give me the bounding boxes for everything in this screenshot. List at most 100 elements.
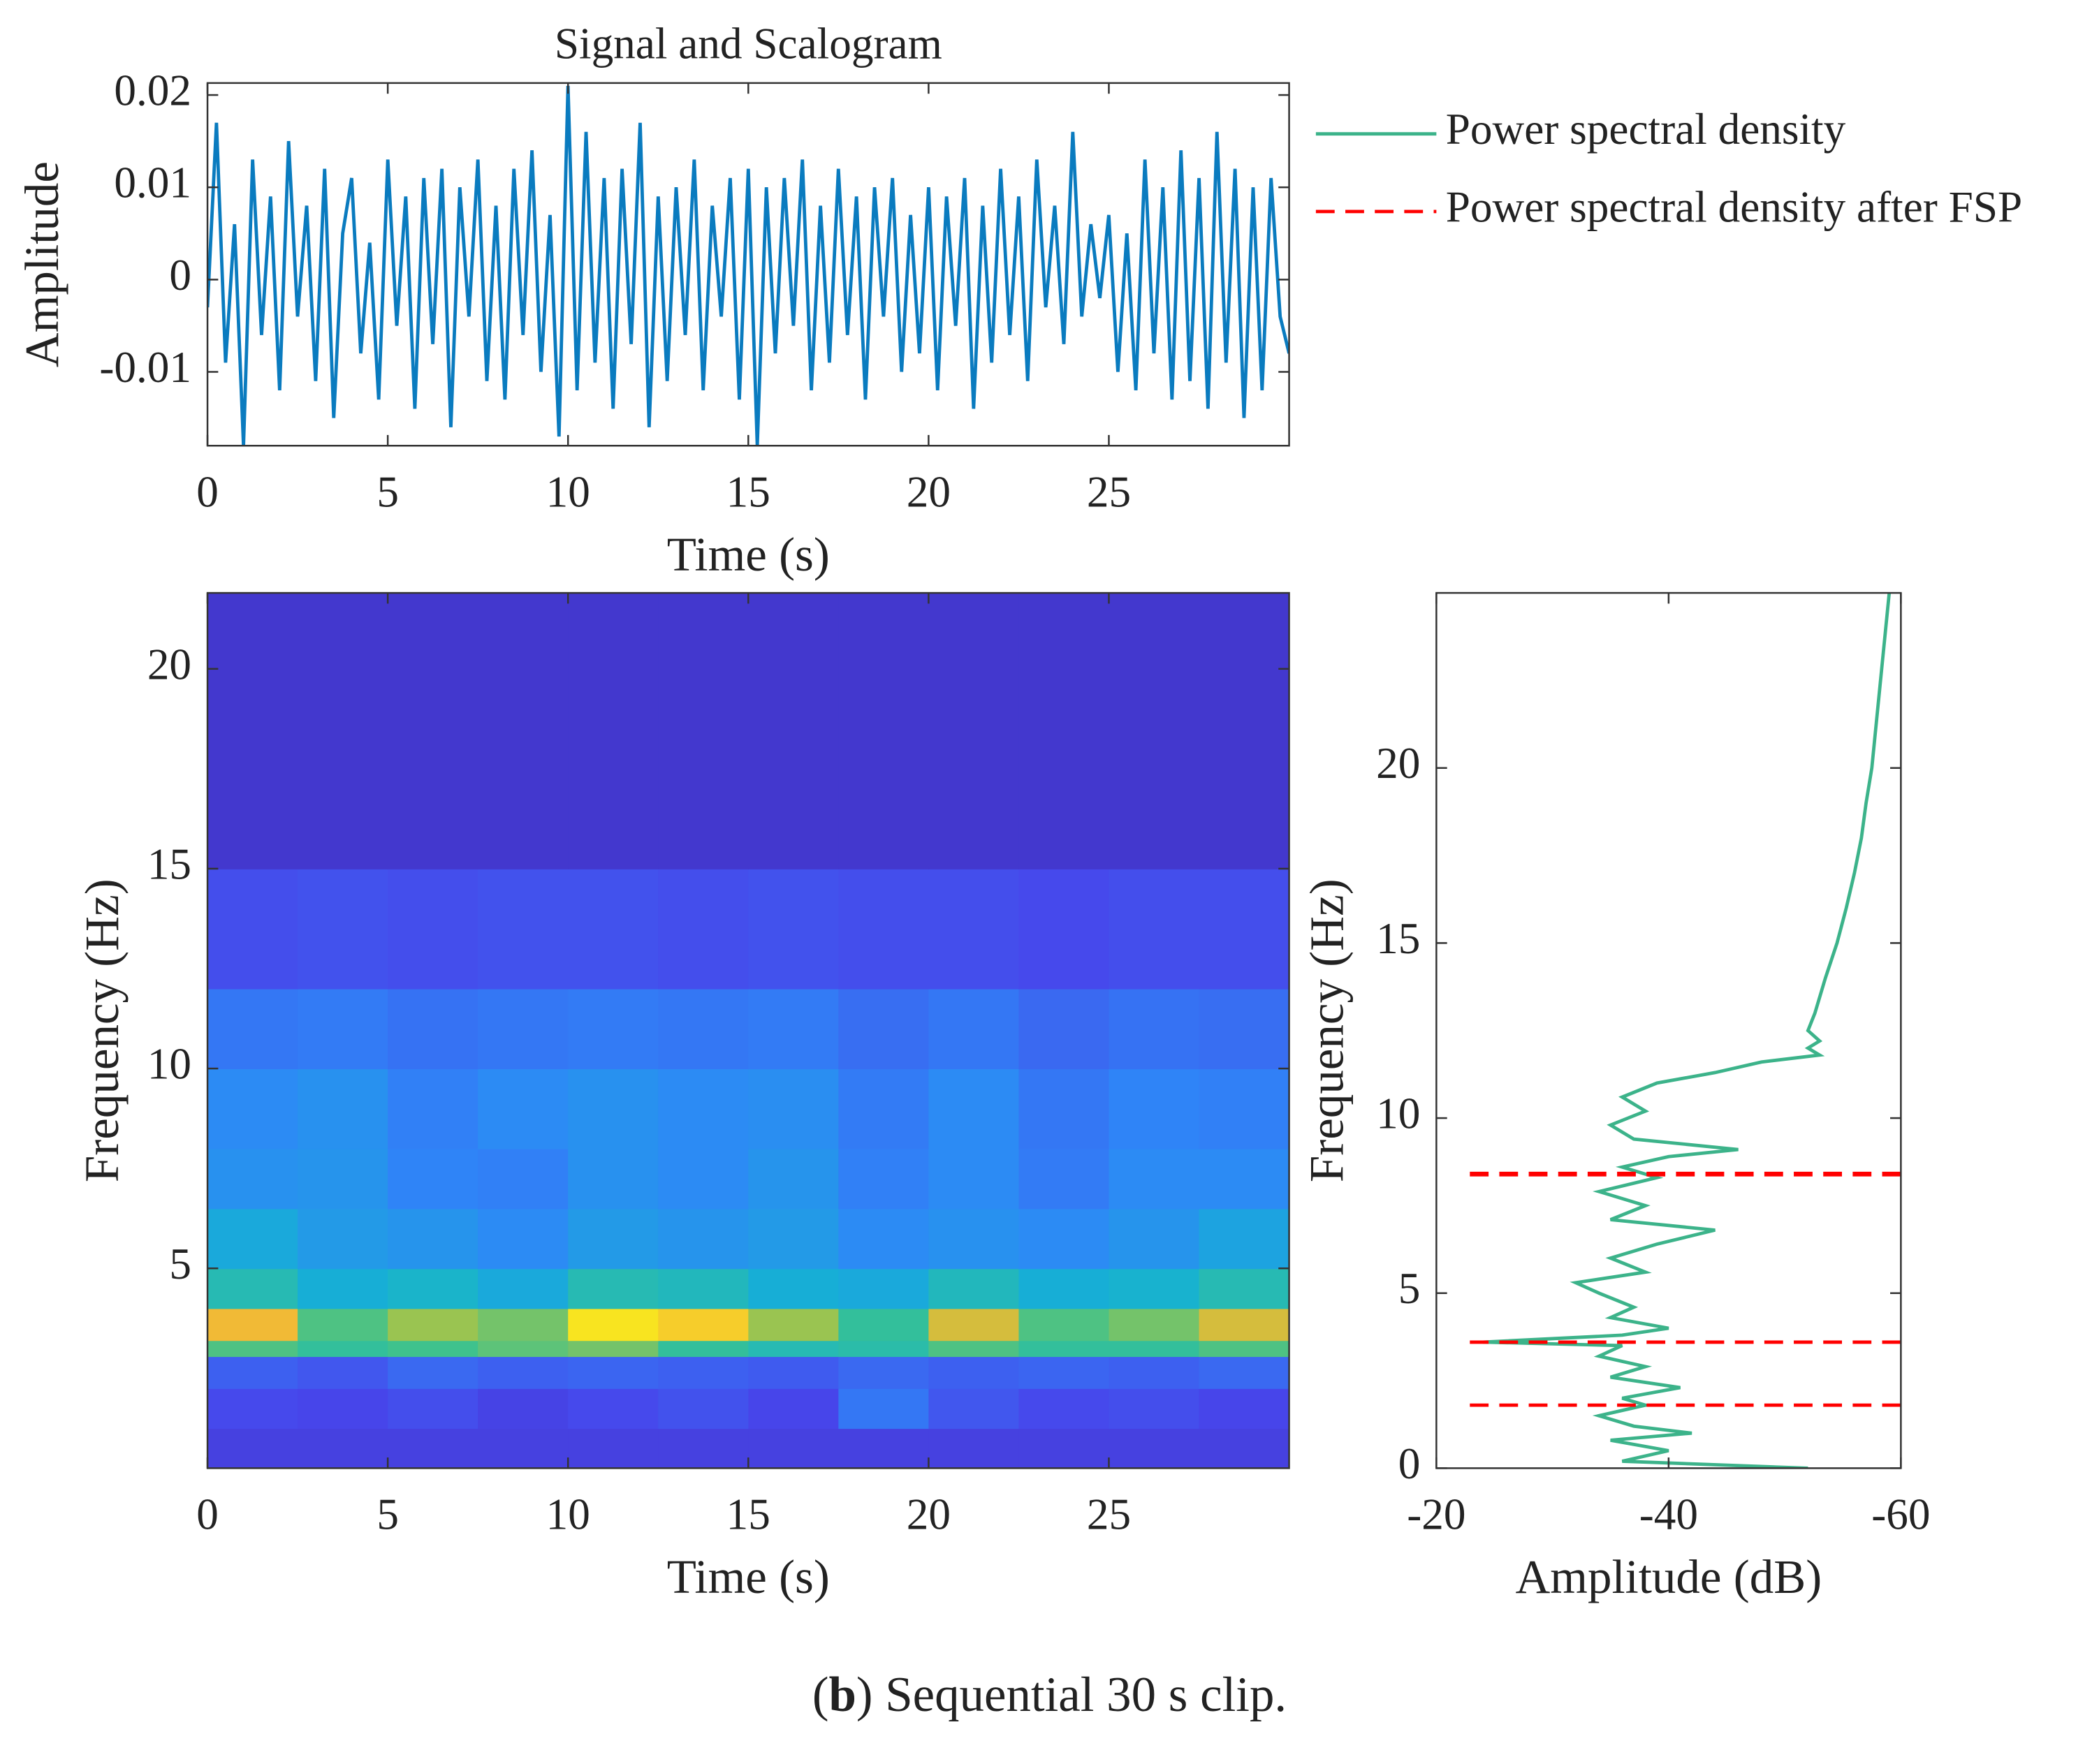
heat-cell: [658, 1356, 749, 1389]
y-tick-label: 5: [1398, 1264, 1421, 1313]
heat-cell: [298, 1356, 389, 1389]
heat-cell: [478, 1068, 569, 1149]
y-tick-label: 0: [1398, 1439, 1421, 1488]
heat-cell: [568, 1268, 659, 1309]
heat-cell: [928, 1340, 1020, 1358]
heat-cell: [478, 1148, 569, 1210]
heat-cell: [207, 1208, 299, 1270]
heat-cell: [568, 1308, 659, 1342]
heat-cell: [568, 868, 659, 990]
heat-cell: [658, 593, 749, 869]
heat-cell: [1199, 1388, 1289, 1429]
x-tick-label: 25: [1087, 468, 1131, 517]
heat-cell: [838, 988, 930, 1070]
heat-cell: [928, 868, 1020, 990]
heat-cell: [1109, 1388, 1200, 1429]
heat-cell: [1109, 1428, 1200, 1469]
heat-cell: [928, 1068, 1020, 1149]
heat-cell: [478, 1308, 569, 1342]
heat-cell: [298, 1208, 389, 1270]
caption-text: ) Sequential 30 s clip.: [856, 1668, 1287, 1722]
heat-cell: [748, 1068, 840, 1149]
heat-cell: [388, 1388, 479, 1429]
x-axis-label: Time (s): [667, 1550, 830, 1603]
heat-cell: [388, 1208, 479, 1270]
y-axis-label: Frequency (Hz): [75, 879, 129, 1182]
heat-cell: [478, 1428, 569, 1469]
y-tick-label: 5: [169, 1240, 191, 1288]
heat-cell: [748, 1428, 840, 1469]
heat-cell: [298, 1308, 389, 1342]
heat-cell: [838, 1340, 930, 1358]
heat-cell: [478, 1208, 569, 1270]
heat-cell: [838, 1308, 930, 1342]
heat-cell: [658, 868, 749, 990]
plot-area: [207, 85, 1289, 446]
heat-cell: [748, 1308, 840, 1342]
x-tick-label: 5: [376, 468, 399, 517]
y-tick-label: 15: [1376, 914, 1420, 963]
heat-cell: [1018, 988, 1110, 1070]
heat-cell: [388, 1340, 479, 1358]
legend-label: Power spectral density after FSP: [1446, 182, 2022, 231]
heat-cell: [838, 593, 930, 869]
heat-cell: [478, 1340, 569, 1358]
heat-cell: [298, 1340, 389, 1358]
chart-title: Signal and Scalogram: [555, 20, 942, 68]
heat-cell: [388, 1308, 479, 1342]
heat-cell: [658, 1268, 749, 1309]
heat-cell: [928, 1388, 1020, 1429]
heat-cell: [1199, 1268, 1289, 1309]
x-axis-label: Time (s): [667, 528, 830, 581]
plot-area: [207, 593, 1289, 1469]
heat-cell: [388, 868, 479, 990]
heat-cell: [838, 1208, 930, 1270]
heat-cell: [298, 1148, 389, 1210]
heat-cell: [1109, 1308, 1200, 1342]
y-tick-label: 20: [147, 640, 191, 689]
heat-cell: [1109, 1340, 1200, 1358]
heat-cell: [658, 1428, 749, 1469]
heat-cell: [928, 1268, 1020, 1309]
heat-cell: [1199, 868, 1289, 990]
heat-cell: [207, 1340, 299, 1358]
heat-cell: [928, 1308, 1020, 1342]
y-tick-label: 0.01: [114, 159, 191, 207]
heat-cell: [1109, 868, 1200, 990]
heat-cell: [1199, 1428, 1289, 1469]
heat-cell: [1018, 1208, 1110, 1270]
heat-cell: [1199, 1068, 1289, 1149]
x-tick-label: 10: [546, 468, 590, 517]
axes-frame: [1435, 591, 1902, 1469]
heat-cell: [1018, 1388, 1110, 1429]
x-tick-label: 15: [726, 1490, 770, 1539]
heat-cell: [207, 1148, 299, 1210]
heat-cell: [838, 1428, 930, 1469]
heat-cell: [658, 1388, 749, 1429]
heat-cell: [478, 988, 569, 1070]
heat-cell: [748, 1148, 840, 1210]
heat-cell: [568, 1356, 659, 1389]
heat-cell: [658, 1340, 749, 1358]
heat-cell: [388, 988, 479, 1070]
x-tick-label: 0: [196, 1490, 219, 1539]
heat-cell: [1018, 1268, 1110, 1309]
heat-cell: [207, 988, 299, 1070]
y-axis-label: Frequency (Hz): [1301, 879, 1354, 1182]
heat-cell: [478, 1388, 569, 1429]
heat-cell: [1109, 1148, 1200, 1210]
heat-cell: [298, 1268, 389, 1309]
heat-cell: [928, 1148, 1020, 1210]
heat-cell: [1018, 1356, 1110, 1389]
heat-cell: [478, 593, 569, 869]
heat-cell: [1018, 593, 1110, 869]
y-axis-label: Amplitude: [15, 161, 68, 367]
heat-cell: [838, 868, 930, 990]
heat-cell: [207, 1308, 299, 1342]
heat-cell: [1199, 1308, 1289, 1342]
y-tick-label: 10: [1376, 1089, 1420, 1138]
heat-cell: [658, 1308, 749, 1342]
heat-cell: [1109, 1356, 1200, 1389]
psd-line: [1482, 593, 1892, 1469]
